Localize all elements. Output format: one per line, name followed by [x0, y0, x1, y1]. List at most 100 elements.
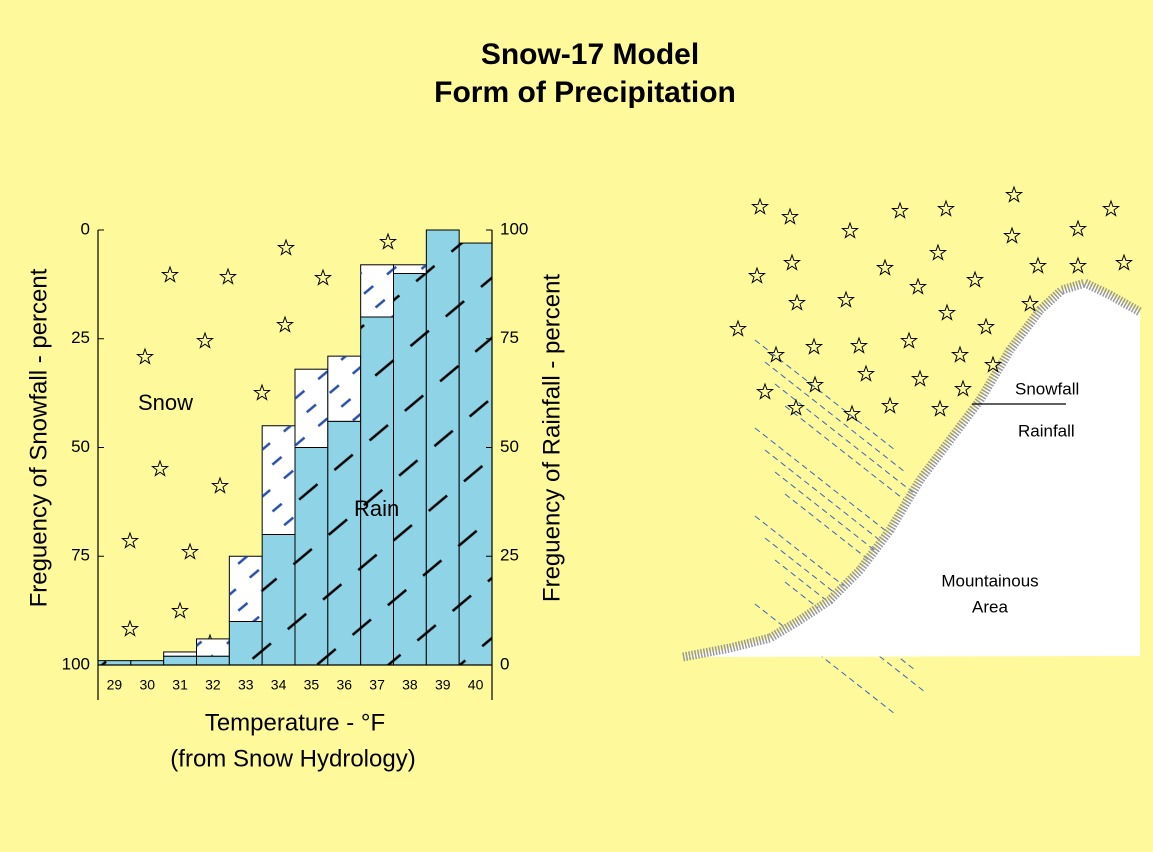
star [782, 253, 802, 271]
x-tick-label: 39 [435, 677, 451, 693]
star [170, 601, 190, 619]
star [747, 266, 767, 284]
star [218, 267, 238, 285]
rain-hatch [426, 230, 460, 665]
star [805, 375, 825, 393]
star [120, 619, 140, 637]
rain-hatch [360, 317, 394, 665]
rain-hatch [393, 273, 427, 665]
y-axis-label: Freguency of Snowfall - percent [25, 268, 52, 607]
star [976, 317, 996, 335]
y-tick-label: 25 [71, 328, 90, 347]
area-label: Mountainous [941, 571, 1038, 590]
y2-tick-label: 25 [500, 546, 519, 565]
rain-hatch [163, 656, 197, 665]
rain-hatch [229, 621, 263, 665]
x-tick-label: 36 [336, 677, 352, 693]
star [275, 315, 295, 333]
x-tick-label: 32 [205, 677, 221, 693]
rain-hatch [262, 534, 295, 665]
star [1114, 253, 1134, 271]
star [378, 232, 398, 250]
star [836, 290, 856, 308]
rain-streak [764, 361, 906, 473]
star [195, 331, 215, 349]
rain-hatch [196, 656, 230, 665]
x-tick-label: 34 [271, 677, 287, 693]
area-label: Area [972, 597, 1008, 616]
star [880, 396, 900, 414]
star [842, 404, 862, 422]
star [804, 337, 824, 355]
star [1020, 294, 1040, 312]
star [728, 319, 748, 337]
star [983, 355, 1003, 373]
star [1004, 185, 1024, 203]
y-tick-label: 75 [71, 546, 90, 565]
star [313, 268, 333, 286]
chart-subtitle: Form of Precipitation [434, 76, 736, 109]
snow-label: Snow [138, 390, 193, 415]
mixed-hatch [327, 356, 361, 422]
y-tick-label: 0 [81, 219, 90, 238]
star [252, 383, 272, 401]
rain-streak [754, 427, 896, 539]
star [953, 379, 973, 397]
star [965, 270, 985, 288]
star [908, 277, 928, 295]
x-axis-note: (from Snow Hydrology) [170, 745, 415, 772]
mixed-hatch [163, 651, 197, 657]
rain-streak [754, 339, 896, 451]
star [750, 197, 770, 215]
y2-tick-label: 100 [500, 219, 528, 238]
star [755, 382, 775, 400]
star [875, 258, 895, 276]
rain-hatch [295, 447, 328, 665]
star [1068, 256, 1088, 274]
chart-title: Snow-17 Model [481, 38, 699, 71]
mixed-hatch [295, 369, 328, 448]
star [856, 364, 876, 382]
star [1028, 256, 1048, 274]
star [937, 303, 957, 321]
mixed-hatch [360, 264, 394, 317]
star [840, 221, 860, 239]
x-tick-label: 30 [139, 677, 155, 693]
diagram: Snowfall Rainfall Mountainous Area [682, 185, 1143, 715]
star [780, 207, 800, 225]
x-tick-label: 38 [402, 677, 418, 693]
y2-tick-label: 0 [500, 654, 509, 673]
star [1068, 219, 1088, 237]
star [890, 201, 910, 219]
rain-hatch [130, 660, 164, 665]
star [160, 265, 180, 283]
star [1101, 199, 1121, 217]
rain-label: Rain [354, 496, 399, 521]
star [849, 336, 869, 354]
star [135, 347, 155, 365]
star [276, 238, 296, 256]
star [1002, 226, 1022, 244]
mixed-hatch [229, 556, 263, 622]
y2-tick-label: 75 [500, 328, 519, 347]
star [930, 399, 950, 417]
snowfall-label: Snowfall [1015, 379, 1079, 398]
star [766, 345, 786, 363]
mixed-hatch [393, 264, 427, 274]
rain-hatch [459, 243, 492, 666]
star [180, 542, 200, 560]
star [120, 531, 140, 549]
star [150, 459, 170, 477]
y-tick-label: 100 [62, 654, 90, 673]
mixed-hatch [196, 638, 230, 657]
y-tick-label: 50 [71, 437, 90, 456]
x-tick-label: 33 [238, 677, 254, 693]
x-tick-label: 35 [304, 677, 320, 693]
mixed-hatch [262, 425, 295, 535]
star [787, 293, 807, 311]
star [786, 398, 806, 416]
x-tick-label: 31 [172, 677, 188, 693]
x-axis-label: Temperature - °F [205, 709, 385, 736]
star [928, 243, 948, 261]
x-tick-label: 29 [107, 677, 123, 693]
